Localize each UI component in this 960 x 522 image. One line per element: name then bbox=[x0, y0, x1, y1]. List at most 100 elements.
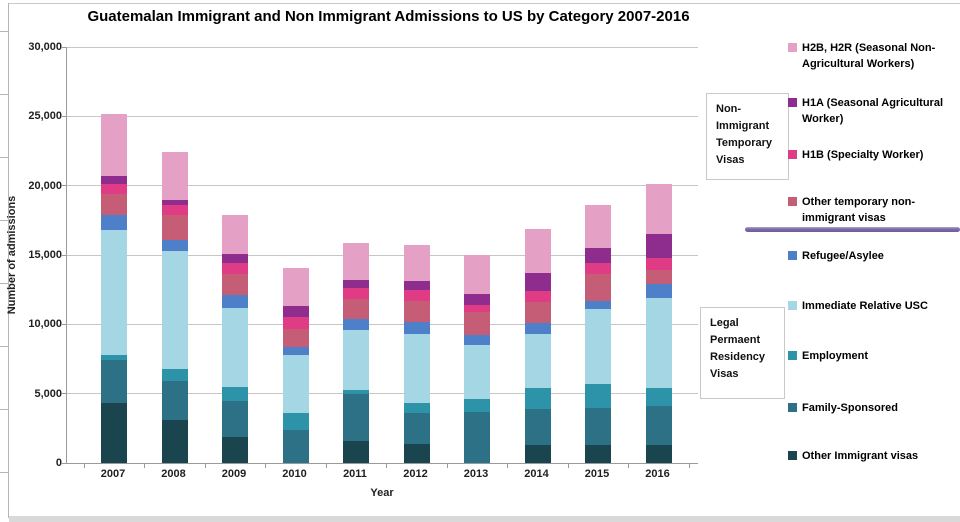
bar-segment bbox=[161, 250, 188, 369]
bar-segment bbox=[343, 288, 369, 300]
gridline bbox=[67, 254, 698, 256]
bar-segment bbox=[585, 205, 611, 249]
legend-label: Family-Sponsored bbox=[802, 402, 898, 414]
bar-segment bbox=[464, 345, 490, 400]
bar-segment bbox=[343, 329, 369, 390]
bar-segment bbox=[343, 318, 369, 330]
bar-segment bbox=[343, 393, 369, 441]
bar-segment bbox=[403, 300, 430, 322]
frame-tick bbox=[0, 472, 8, 473]
bar-segment bbox=[524, 228, 551, 274]
gridline bbox=[67, 115, 698, 117]
frame-tick bbox=[0, 31, 8, 32]
bar-segment bbox=[645, 444, 672, 463]
legend-label: H1B (Specialty Worker) bbox=[802, 149, 924, 161]
bar-segment bbox=[161, 239, 188, 251]
y-axis-tick bbox=[62, 46, 67, 48]
bar-segment bbox=[464, 335, 490, 346]
legend-swatch-icon bbox=[788, 451, 797, 460]
gridline bbox=[67, 185, 698, 187]
frame-tick bbox=[0, 283, 8, 284]
bar-segment bbox=[403, 321, 430, 335]
legend-swatch-icon bbox=[788, 301, 797, 310]
x-axis-tick-label: 2009 bbox=[221, 468, 247, 480]
bar-segment bbox=[524, 388, 551, 409]
bar-segment bbox=[403, 413, 430, 444]
bar-segment bbox=[101, 403, 127, 463]
bar-segment bbox=[282, 267, 309, 307]
plot-area bbox=[62, 46, 698, 468]
y-axis-tick-label: 5,000 bbox=[34, 387, 62, 400]
legend-swatch-icon bbox=[788, 351, 797, 360]
bar-segment bbox=[585, 444, 611, 463]
x-axis-tick bbox=[325, 463, 327, 468]
bar-segment bbox=[343, 279, 369, 289]
bar-segment bbox=[524, 334, 551, 389]
y-axis-tick bbox=[62, 323, 67, 325]
frame-tick bbox=[0, 409, 8, 410]
legend-swatch-icon bbox=[788, 403, 797, 412]
bar-segment bbox=[222, 386, 248, 401]
bar-segment bbox=[161, 199, 188, 206]
x-axis-tick-label: 2013 bbox=[463, 468, 489, 480]
legend-label: Other Immigrant visas bbox=[802, 450, 919, 462]
bar-segment bbox=[645, 257, 672, 271]
bar-segment bbox=[403, 443, 430, 463]
x-axis-tick bbox=[567, 463, 569, 468]
bar-segment bbox=[403, 281, 430, 290]
bar-segment bbox=[464, 293, 490, 305]
bar-segment bbox=[524, 291, 551, 303]
y-axis-tick-label: 15,000 bbox=[28, 249, 62, 261]
frame-top-border bbox=[8, 3, 960, 4]
bar-segment bbox=[282, 354, 309, 414]
x-axis-tick bbox=[265, 463, 267, 468]
frame-tick bbox=[0, 94, 8, 95]
non-immigrant-visas-textbox: Non- Immigrant Temporary Visas bbox=[706, 93, 789, 180]
x-axis-tick bbox=[204, 463, 206, 468]
bar-segment bbox=[101, 175, 127, 185]
bar-segment bbox=[161, 381, 188, 421]
gridline bbox=[67, 46, 698, 48]
bar-segment bbox=[645, 406, 672, 445]
x-axis-tick bbox=[446, 463, 448, 468]
bar-segment bbox=[585, 309, 611, 384]
bar-segment bbox=[222, 253, 248, 264]
gridline bbox=[67, 393, 698, 395]
legend-label: H1A (Seasonal Agricultural Worker) bbox=[802, 97, 943, 125]
x-axis-tick bbox=[507, 463, 509, 468]
bar-segment bbox=[161, 420, 188, 463]
legend-label: Employment bbox=[802, 350, 869, 362]
bar-segment bbox=[161, 368, 188, 382]
bar-segment bbox=[222, 307, 248, 387]
bar-segment bbox=[101, 214, 127, 231]
legend-label: Refugee/Asylee bbox=[802, 250, 884, 262]
y-axis-tick-label: 0 bbox=[55, 457, 62, 469]
bar-segment bbox=[524, 322, 551, 335]
legend-swatch-icon bbox=[788, 197, 797, 206]
y-axis-tick-label: 30,000 bbox=[28, 41, 62, 53]
bar-segment bbox=[585, 263, 611, 275]
bar-segment bbox=[101, 113, 127, 176]
x-axis-tick-label: 2010 bbox=[282, 468, 307, 480]
bar-segment bbox=[464, 304, 490, 312]
bar-segment bbox=[161, 214, 188, 240]
x-axis-tick-label: 2008 bbox=[161, 468, 186, 480]
bar-segment bbox=[222, 263, 248, 275]
x-axis-tick-label: 2014 bbox=[524, 468, 549, 480]
bar-segment bbox=[403, 403, 430, 414]
frame-tick bbox=[0, 220, 8, 221]
x-axis-tick-label: 2007 bbox=[100, 468, 126, 480]
bar-segment bbox=[645, 284, 672, 298]
bar-segment bbox=[524, 302, 551, 323]
gridline bbox=[67, 323, 698, 325]
bar-segment bbox=[645, 298, 672, 389]
legend-swatch-icon bbox=[788, 150, 797, 159]
x-axis-tick bbox=[688, 463, 690, 468]
y-axis-tick bbox=[62, 393, 67, 395]
legend-swatch-icon bbox=[788, 98, 797, 107]
bar-segment bbox=[282, 317, 309, 329]
bar-segment bbox=[343, 440, 369, 463]
bar-segment bbox=[645, 270, 672, 285]
x-axis-title: Year bbox=[370, 487, 394, 499]
